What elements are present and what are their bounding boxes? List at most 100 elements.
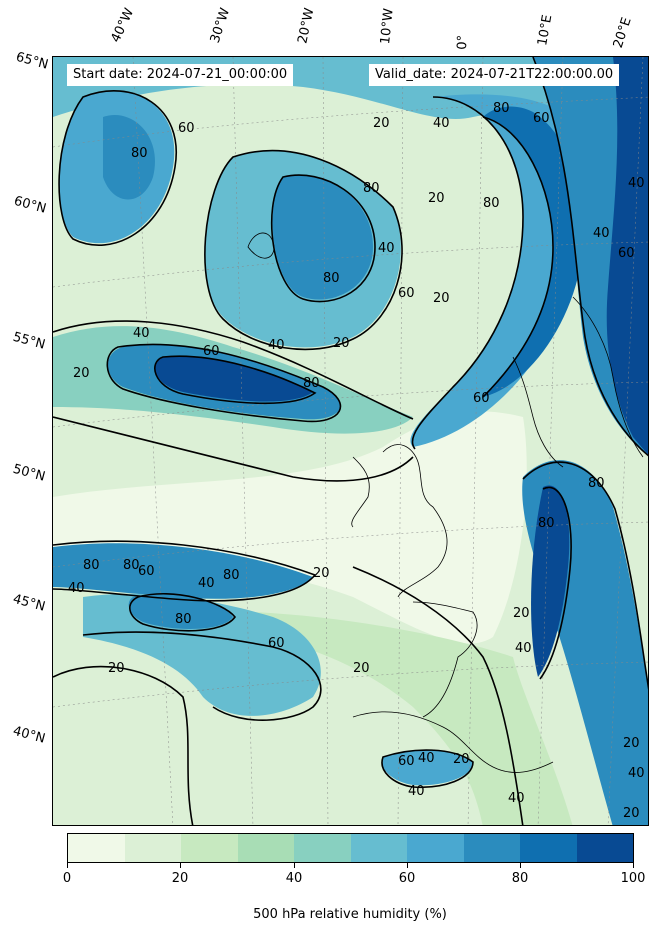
contour-label: 20 [333,336,350,351]
colorbar-tick-label: 60 [398,871,416,886]
contour-label: 80 [175,612,192,627]
contour-label: 80 [493,101,510,116]
colorbar-segment [68,834,125,862]
colorbar-segment [350,834,407,862]
dry-tongue-region [53,411,527,644]
valid-date-label: Valid_date: 2024-07-21T22:00:00.00 [369,64,620,86]
colorbar-tick-label: 0 [62,871,72,886]
colorbar-segment [237,834,294,862]
contour-label: 60 [203,344,220,359]
contour-label: 40 [433,116,450,131]
contour-label: 20 [313,566,330,581]
contour-label: 40 [198,576,215,591]
lon-label: 10°E [535,13,556,47]
mediterranean-moist [382,750,473,786]
coastlines [247,232,644,773]
mid-atlantic-core-dark [154,356,313,402]
east-moist-core [531,485,570,677]
contour-label: 80 [363,181,380,196]
contour-label: 40 [133,326,150,341]
lat-label: 50°N [11,461,47,485]
contour-label: 40 [378,241,395,256]
contour-label: 60 [618,246,635,261]
lat-label: 60°N [12,193,48,217]
contour-label: 80 [123,558,140,573]
colorbar-segment [181,834,238,862]
contour-label: 20 [353,661,370,676]
colorbar-label: 500 hPa relative humidity (%) [253,907,447,922]
lon-label: 0° [455,34,471,50]
contour-label: 60 [138,564,155,579]
contour-label: 20 [373,116,390,131]
colorbar-tick-label: 100 [620,871,646,886]
contour-label: 40 [68,581,85,596]
start-date-label: Start date: 2024-07-21_00:00:00 [67,64,294,86]
contour-label: 40 [593,226,610,241]
contour-label: 20 [433,291,450,306]
contour-label: 20 [623,806,640,821]
contour-label: 20 [73,366,90,381]
contour-label: 60 [533,111,550,126]
colorbar-tick-label: 20 [171,871,189,886]
south-atlantic-band [53,543,313,599]
contour-label: 60 [398,286,415,301]
contour-label: 80 [588,476,605,491]
contour-label: 80 [303,376,320,391]
colorbar-tick [520,863,521,868]
contour-label: 40 [628,766,645,781]
frontal-moist-core [483,106,583,398]
lat-label: 45°N [11,591,47,615]
contour-label: 80 [538,516,555,531]
colorbar-tick [67,863,68,868]
lon-label: 40°W [108,6,138,45]
lat-label: 65°N [14,49,50,73]
colorbar-tick-label: 40 [285,871,303,886]
lon-label: 20°E [610,15,635,51]
contour-label: 40 [408,784,425,799]
colorbar-tick-label: 80 [511,871,529,886]
contour-label: 40 [628,176,645,191]
contour-lines [53,57,648,825]
contour-label: 60 [268,636,285,651]
colorbar-segment [520,834,577,862]
colorbar-tick [180,863,181,868]
contour-label: 20 [623,736,640,751]
lat-label: 55°N [11,329,47,353]
contour-label: 20 [108,661,125,676]
contour-label: 80 [223,568,240,583]
lon-label: 20°W [295,6,318,45]
contour-label: 40 [268,338,285,353]
colorbar-segment [124,834,181,862]
contour-label: 60 [473,391,490,406]
contour-label: 80 [483,196,500,211]
colorbar-segment [463,834,520,862]
iceland-moist-core [103,115,155,200]
south-atlantic-core [128,593,233,629]
contour-label: 20 [513,606,530,621]
central-moist-swirl-core [272,175,373,300]
lon-label: 30°W [207,6,234,45]
map-panel: 80 60 60 40 40 20 80 20 80 80 20 40 80 6… [52,56,649,826]
contour-label: 80 [131,146,148,161]
lon-label: 10°W [378,7,397,45]
contour-label: 40 [515,641,532,656]
contour-label: 20 [453,752,470,767]
contour-label: 60 [398,754,415,769]
contour-label: 20 [428,191,445,206]
colorbar-segment [294,834,351,862]
humidity-map: 80 60 60 40 40 20 80 20 80 80 20 40 80 6… [53,57,648,825]
colorbar-tick [633,863,634,868]
colorbar-segment [576,834,633,862]
colorbar-tick [407,863,408,868]
lat-label: 40°N [11,723,47,747]
contour-label: 80 [323,271,340,286]
colorbar-segment [407,834,464,862]
contour-label: 40 [508,791,525,806]
colorbar-tick [294,863,295,868]
contour-label: 80 [83,558,100,573]
contour-label: 60 [178,121,195,136]
contour-label-group: 80 60 60 40 40 20 80 20 80 80 20 40 80 6… [68,101,645,821]
contour-label: 40 [418,751,435,766]
scandinavia-core [553,57,648,455]
colorbar [67,833,634,863]
